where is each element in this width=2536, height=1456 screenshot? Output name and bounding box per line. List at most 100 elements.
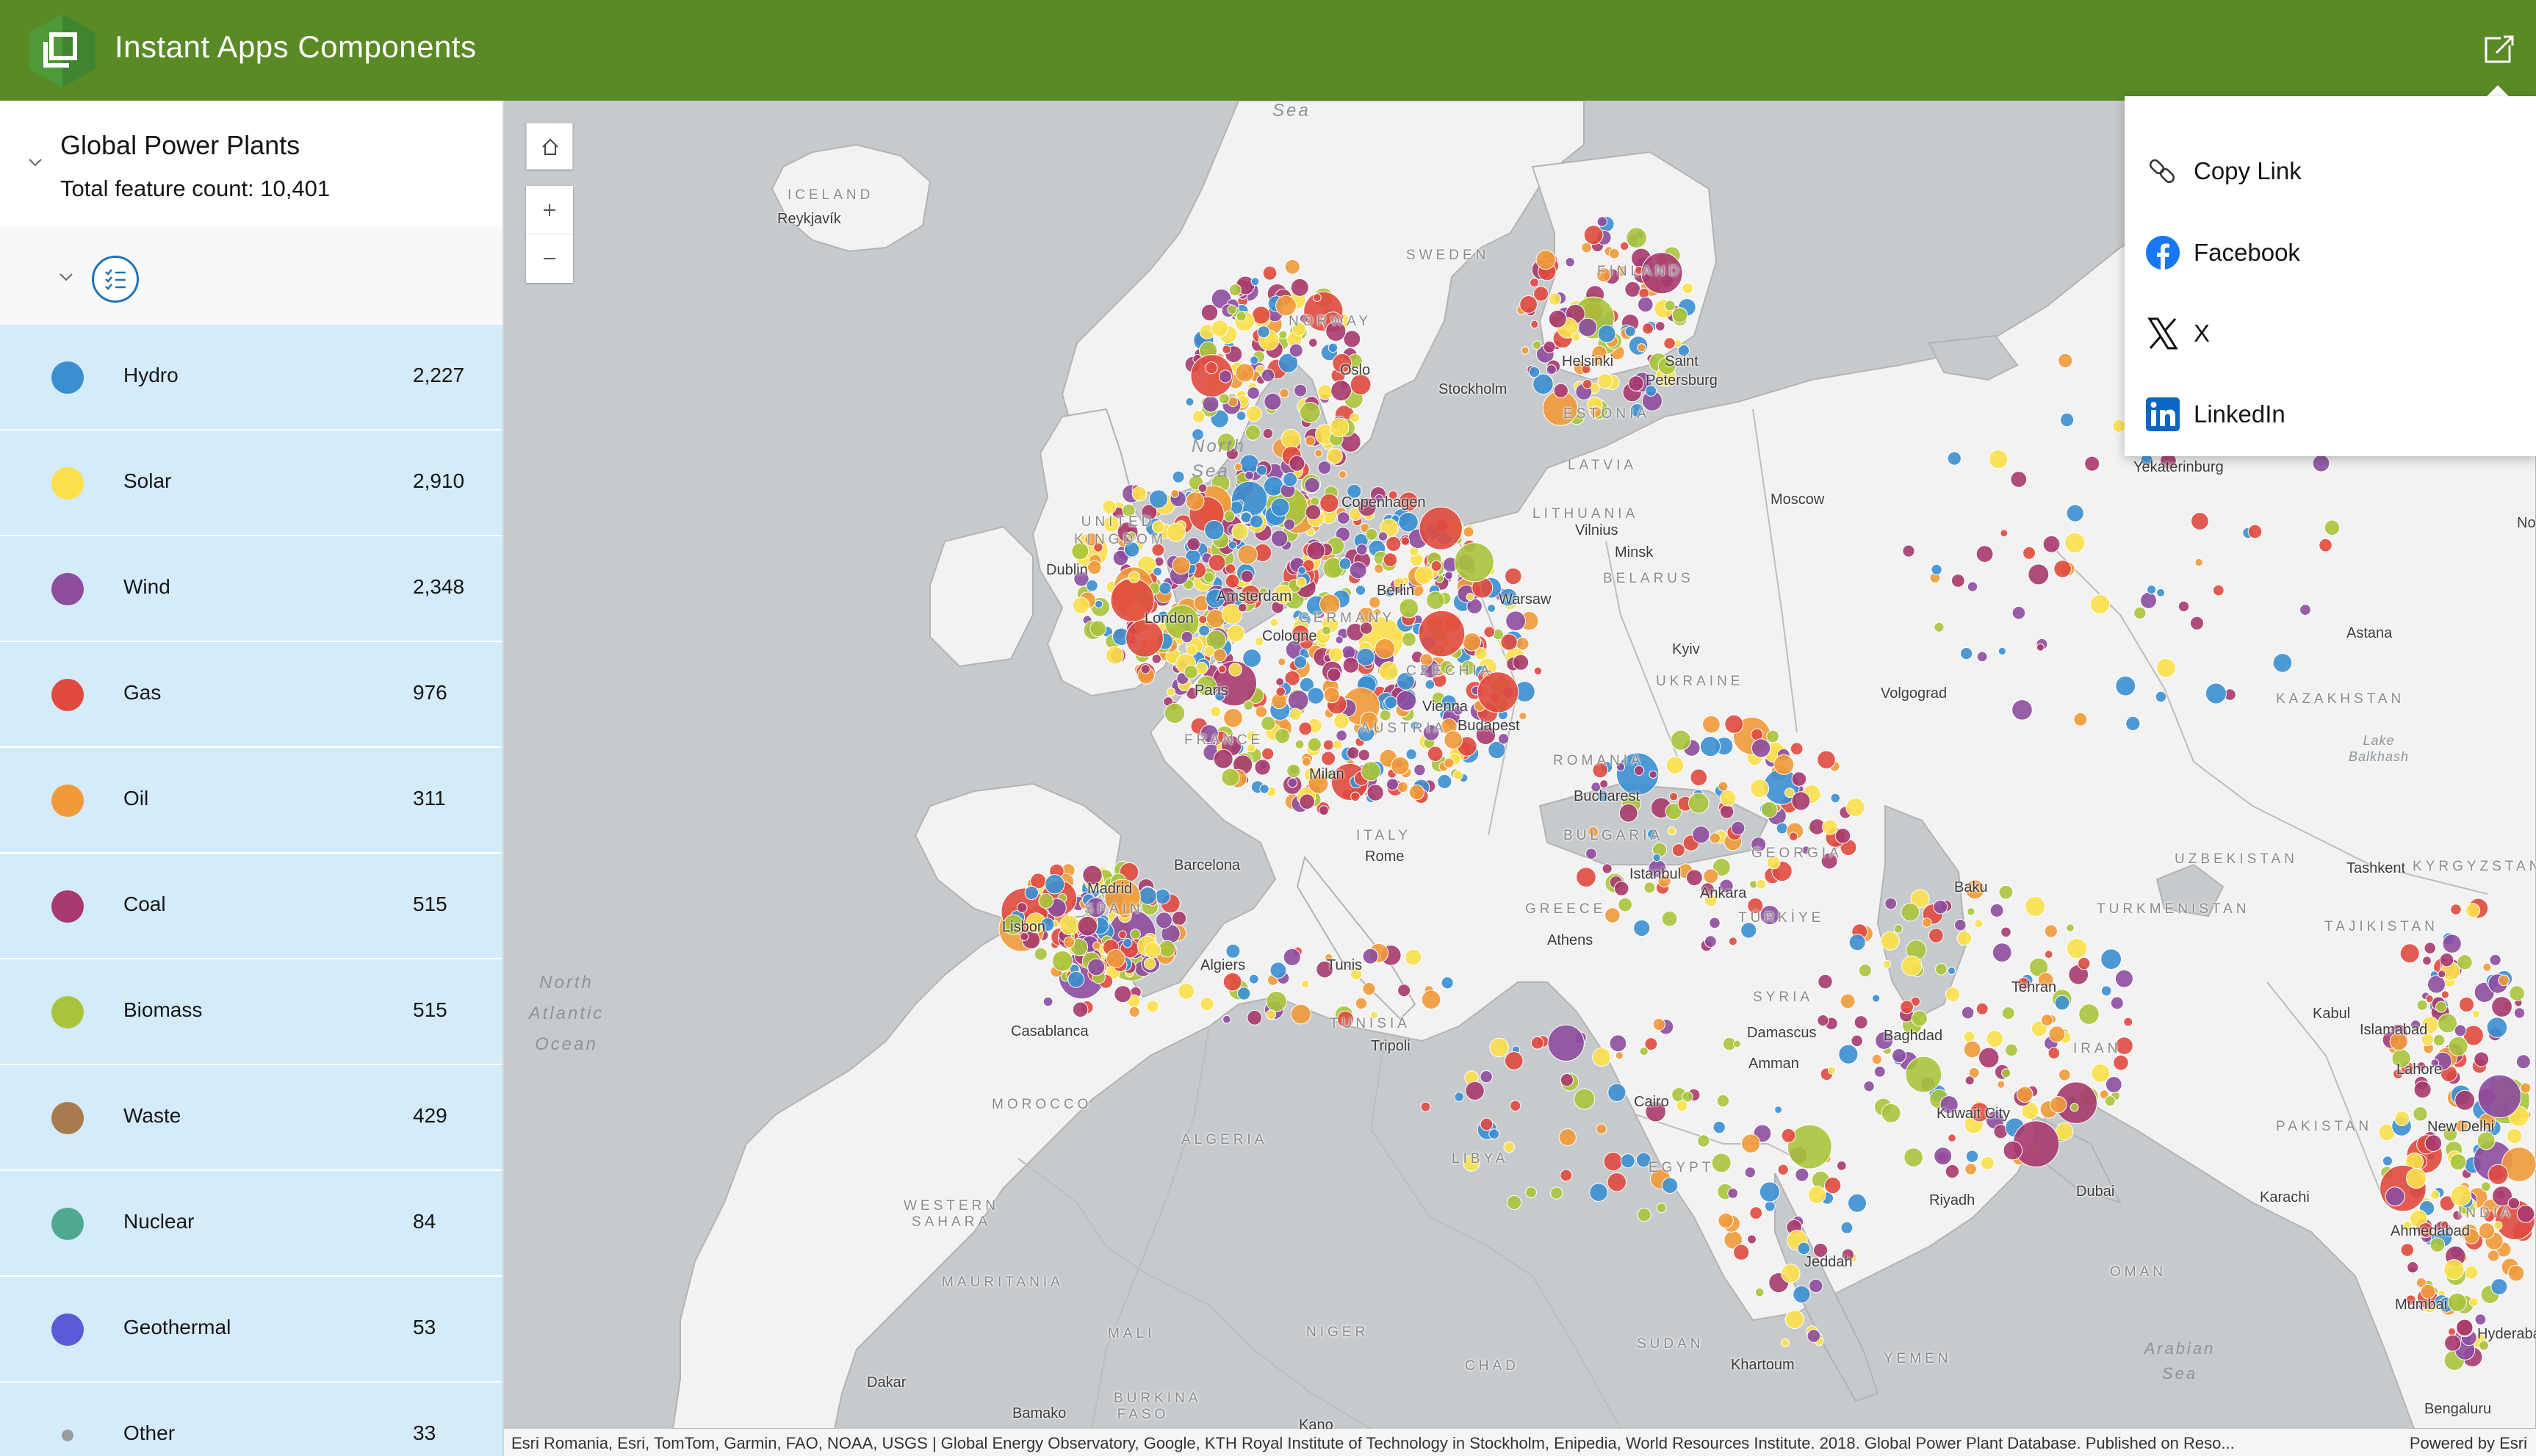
power-plant-marker <box>1663 337 1676 350</box>
power-plant-marker <box>1092 941 1101 951</box>
power-plant-marker <box>2156 588 2166 597</box>
power-plant-marker <box>1727 1188 1739 1199</box>
legend-row-waste[interactable]: Waste 429 <box>0 1065 502 1171</box>
power-plant-marker <box>1284 670 1300 686</box>
power-plant-marker <box>2516 1205 2535 1223</box>
legend-label: Geothermal <box>123 1316 231 1338</box>
power-plant-marker <box>1319 805 1329 816</box>
power-plant-marker <box>1998 884 2014 900</box>
list-toggle-button[interactable] <box>92 256 139 303</box>
attribution-text[interactable]: Esri Romania, Esri, TomTom, Garmin, FAO,… <box>511 1434 2235 1452</box>
power-plant-marker <box>2427 975 2446 994</box>
legend-row-oil[interactable]: Oil 311 <box>0 748 502 854</box>
power-plant-marker <box>1217 665 1227 674</box>
power-plant-marker <box>1127 531 1136 541</box>
zoom-out-button[interactable] <box>526 234 573 283</box>
legend-row-biomass[interactable]: Biomass 515 <box>0 959 502 1065</box>
share-linkedin[interactable]: LinkedIn <box>2125 372 2536 453</box>
legend-row-geothermal[interactable]: Geothermal 53 <box>0 1277 502 1383</box>
legend-row-wind[interactable]: Wind 2,348 <box>0 536 502 642</box>
map-label-chad: CHAD <box>1465 1358 1519 1374</box>
power-plant-marker <box>2066 937 2088 959</box>
power-plant-marker <box>1125 619 1164 657</box>
power-plant-marker <box>1342 657 1359 674</box>
power-plant-marker <box>1321 625 1331 635</box>
power-plant-marker <box>2123 1017 2133 1027</box>
power-plant-marker <box>1400 536 1411 546</box>
power-plant-marker <box>1587 826 1599 837</box>
power-plant-marker <box>1933 899 1948 915</box>
power-plant-marker <box>1583 225 1604 245</box>
share-x[interactable]: X <box>2125 292 2536 372</box>
map-view[interactable]: ICELAND Reykjavík Sea North Sea NORWAY S… <box>504 101 2536 1456</box>
home-button[interactable] <box>526 123 573 170</box>
power-plant-marker <box>1806 1329 1821 1343</box>
power-plant-marker <box>1676 1100 1688 1112</box>
power-plant-marker <box>1728 937 1738 946</box>
legend-row-nuclear[interactable]: Nuclear 84 <box>0 1171 502 1277</box>
power-plant-marker <box>1151 654 1161 664</box>
power-plant-marker <box>1939 1095 1959 1114</box>
powered-by-link[interactable]: Powered by Esri <box>2409 1434 2527 1452</box>
power-plant-marker <box>1628 375 1644 392</box>
map-label-bamako: Bamako <box>1012 1405 1067 1421</box>
share-copy-link[interactable]: Copy Link <box>2125 129 2536 210</box>
legend-row-coal[interactable]: Coal 515 <box>0 854 502 959</box>
power-plant-marker <box>1287 777 1298 788</box>
map-label-baghdad: Baghdad <box>1884 1028 1943 1044</box>
power-plant-marker <box>1279 388 1289 399</box>
share-icon[interactable] <box>2482 31 2518 68</box>
power-plant-marker <box>1963 1040 1981 1059</box>
legend-label: Wind <box>123 575 170 598</box>
power-plant-marker <box>2413 1081 2432 1099</box>
power-plant-marker <box>1257 325 1270 339</box>
power-plant-marker <box>1366 784 1384 801</box>
power-plant-marker <box>1910 889 1930 909</box>
legend-row-solar[interactable]: Solar 2,910 <box>0 430 502 536</box>
power-plant-marker <box>2048 1026 2066 1043</box>
power-plant-marker <box>2312 454 2330 472</box>
power-plant-marker <box>1294 655 1308 669</box>
power-plant-marker <box>2044 924 2058 938</box>
power-plant-marker <box>2464 1265 2479 1280</box>
power-plant-marker <box>1682 282 1694 295</box>
power-plant-marker <box>1497 733 1510 745</box>
chevron-down-icon[interactable] <box>25 152 46 173</box>
map-label-reykjavik: Reykjavík <box>777 211 841 227</box>
power-plant-marker <box>1302 559 1315 572</box>
power-plant-marker <box>1716 1094 1730 1108</box>
power-plant-marker <box>1102 500 1117 514</box>
legend-row-gas[interactable]: Gas 976 <box>0 642 502 748</box>
map-label-moscow: Moscow <box>1770 491 1825 508</box>
power-plant-marker <box>1504 1051 1524 1070</box>
power-plant-marker <box>1830 793 1841 804</box>
power-plant-marker <box>1903 1147 1923 1167</box>
map-label-no: No <box>2517 515 2536 531</box>
power-plant-marker <box>1970 1102 1990 1122</box>
zoom-in-button[interactable] <box>526 186 573 234</box>
power-plant-marker <box>1624 281 1641 298</box>
power-plant-marker <box>1709 832 1721 844</box>
power-plant-marker <box>2402 1220 2413 1231</box>
map-label-ukraine: UKRAINE <box>1656 674 1744 689</box>
power-plant-marker <box>1228 540 1237 549</box>
share-facebook[interactable]: Facebook <box>2125 211 2536 292</box>
power-plant-marker <box>1961 1006 1975 1020</box>
legend-row-hydro[interactable]: Hydro 2,227 <box>0 325 502 430</box>
chevron-down-icon[interactable] <box>56 267 76 287</box>
legend-row-other[interactable]: Other 33 <box>0 1383 502 1456</box>
power-plant-marker <box>1289 707 1303 721</box>
power-plant-marker <box>2011 606 2026 620</box>
map-label-czechia: CZECHIA <box>1406 663 1494 679</box>
power-plant-marker <box>1945 1164 1960 1179</box>
power-plant-marker <box>2416 1277 2427 1289</box>
map-label-astana: Astana <box>2346 625 2393 641</box>
map-label-sweden: SWEDEN <box>1406 248 1490 263</box>
power-plant-marker <box>1690 768 1708 787</box>
power-plant-marker <box>2212 584 2225 597</box>
power-plant-marker <box>1086 579 1098 592</box>
power-plant-marker <box>1510 1100 1521 1112</box>
power-plant-marker <box>1155 912 1172 929</box>
legend-swatch <box>51 679 84 711</box>
power-plant-marker <box>2058 353 2073 368</box>
